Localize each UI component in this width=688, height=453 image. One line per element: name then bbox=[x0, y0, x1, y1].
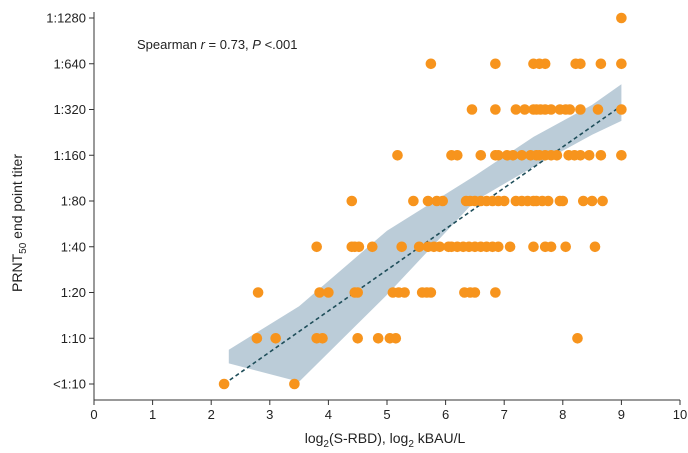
data-point-29 bbox=[353, 241, 365, 253]
data-point-114 bbox=[490, 58, 501, 70]
data-point-97 bbox=[616, 150, 627, 161]
x-tick-label-9: 9 bbox=[618, 407, 625, 422]
data-point-45 bbox=[493, 241, 504, 253]
data-point-49 bbox=[545, 241, 557, 253]
x-tick-label-10: 10 bbox=[673, 407, 687, 422]
data-point-13 bbox=[323, 287, 334, 298]
data-point-117 bbox=[539, 58, 551, 70]
trend-line bbox=[223, 105, 622, 385]
trend-line-layer bbox=[223, 105, 622, 385]
data-point-120 bbox=[595, 58, 607, 70]
data-point-11 bbox=[252, 287, 264, 298]
data-point-98 bbox=[466, 104, 478, 115]
data-point-54 bbox=[422, 195, 434, 207]
data-point-12 bbox=[314, 287, 325, 298]
data-point-122 bbox=[616, 12, 627, 24]
data-point-80 bbox=[475, 150, 487, 161]
data-point-74 bbox=[578, 195, 589, 207]
data-point-26 bbox=[311, 241, 323, 253]
x-tick-label-2: 2 bbox=[208, 407, 215, 422]
data-point-77 bbox=[392, 150, 403, 161]
y-tick-label-0: <1:10 bbox=[53, 377, 86, 392]
data-point-5 bbox=[317, 333, 328, 344]
y-tick-label-7: 1:640 bbox=[53, 56, 86, 71]
data-point-119 bbox=[575, 58, 586, 70]
data-point-7 bbox=[372, 333, 384, 344]
data-point-3 bbox=[270, 333, 282, 344]
data-point-113 bbox=[425, 58, 437, 70]
y-tick-label-5: 1:160 bbox=[53, 148, 86, 163]
data-point-15 bbox=[352, 287, 364, 298]
x-tick-label-8: 8 bbox=[559, 407, 566, 422]
data-point-111 bbox=[592, 104, 604, 115]
data-point-30 bbox=[367, 241, 378, 253]
data-point-64 bbox=[498, 195, 510, 207]
data-point-50 bbox=[560, 241, 571, 253]
data-point-112 bbox=[616, 104, 627, 115]
confidence-band-layer bbox=[228, 84, 622, 382]
y-tick-label-3: 1:40 bbox=[61, 239, 86, 254]
data-point-35 bbox=[434, 241, 446, 253]
data-point-6 bbox=[352, 333, 364, 344]
x-axis-title: log2(S-RBD), log2 kBAU/L bbox=[305, 430, 466, 450]
data-point-31 bbox=[396, 241, 408, 253]
data-point-25 bbox=[490, 287, 501, 298]
y-tick-label-6: 1:320 bbox=[53, 102, 86, 117]
data-point-99 bbox=[490, 104, 501, 115]
data-point-96 bbox=[595, 150, 607, 161]
data-point-85 bbox=[516, 150, 528, 161]
x-tick-label-3: 3 bbox=[266, 407, 273, 422]
data-point-24 bbox=[469, 287, 481, 298]
y-tick-label-1: 1:10 bbox=[61, 331, 86, 346]
data-point-109 bbox=[564, 104, 576, 115]
data-point-94 bbox=[575, 150, 586, 161]
data-point-32 bbox=[413, 241, 425, 253]
x-tick-label-6: 6 bbox=[442, 407, 449, 422]
data-point-101 bbox=[519, 104, 530, 115]
x-tick-label-4: 4 bbox=[325, 407, 332, 422]
x-tick-label-7: 7 bbox=[501, 407, 508, 422]
data-point-52 bbox=[346, 195, 358, 207]
data-point-18 bbox=[399, 287, 410, 298]
x-tick-label-5: 5 bbox=[383, 407, 390, 422]
data-point-71 bbox=[542, 195, 554, 207]
data-point-110 bbox=[575, 104, 586, 115]
data-point-100 bbox=[510, 104, 522, 115]
data-point-75 bbox=[586, 195, 598, 207]
data-point-91 bbox=[551, 150, 563, 161]
data-point-46 bbox=[504, 241, 516, 253]
data-point-79 bbox=[452, 150, 463, 161]
data-point-56 bbox=[437, 195, 449, 207]
data-point-51 bbox=[589, 241, 601, 253]
spearman-annotation: Spearman r = 0.73, P <.001 bbox=[137, 37, 297, 52]
data-point-0 bbox=[218, 378, 230, 390]
data-point-10 bbox=[572, 333, 583, 344]
data-point-95 bbox=[583, 150, 595, 161]
data-point-53 bbox=[408, 195, 419, 207]
data-point-21 bbox=[425, 287, 437, 298]
data-point-47 bbox=[528, 241, 539, 253]
data-point-1 bbox=[289, 378, 300, 390]
y-tick-label-8: 1:1280 bbox=[46, 11, 86, 26]
y-axis-title: PRNT50 end point titer bbox=[9, 154, 29, 292]
data-point-9 bbox=[390, 333, 402, 344]
data-point-84 bbox=[507, 150, 519, 161]
data-point-73 bbox=[557, 195, 569, 207]
axes-layer: 0 1 2 3 4 5 6 7 8 9 10 <1:10 1:10 1:20 1:40 1:80 1:160 1:… bbox=[46, 11, 687, 423]
data-point-82 bbox=[493, 150, 504, 161]
data-point-106 bbox=[545, 104, 557, 115]
x-tick-label-0: 0 bbox=[90, 407, 97, 422]
data-point-2 bbox=[251, 333, 263, 344]
confidence-band bbox=[228, 84, 622, 382]
y-tick-label-2: 1:20 bbox=[61, 285, 86, 300]
data-points-layer bbox=[218, 12, 627, 390]
y-tick-label-4: 1:80 bbox=[61, 194, 86, 209]
data-point-76 bbox=[597, 195, 608, 207]
x-tick-label-1: 1 bbox=[149, 407, 156, 422]
data-point-121 bbox=[616, 58, 627, 70]
